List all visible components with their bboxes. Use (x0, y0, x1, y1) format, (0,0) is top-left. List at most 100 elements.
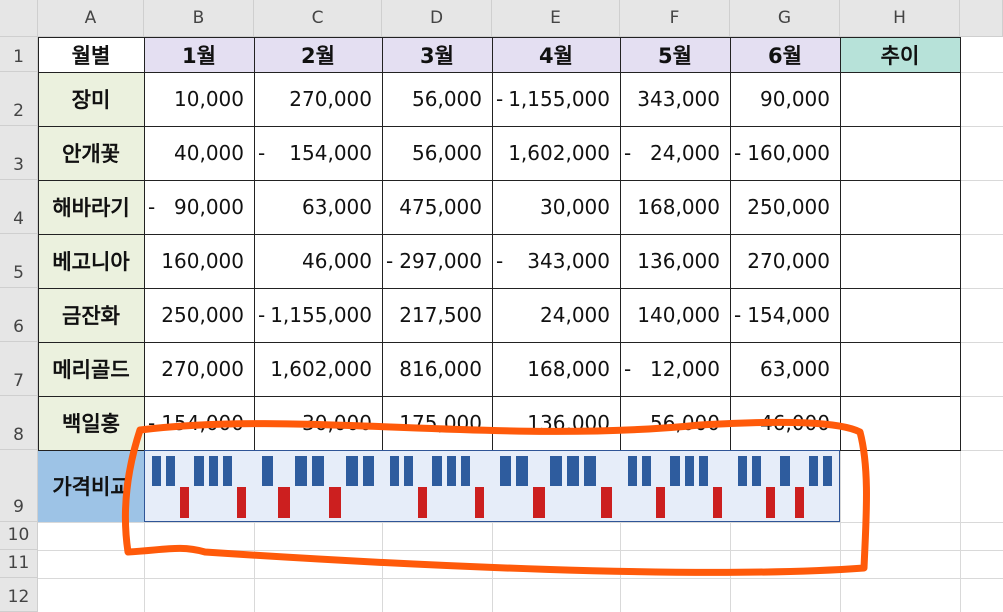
price-cell[interactable]: 250,000 (144, 288, 254, 342)
price-cell[interactable]: 270,000 (254, 72, 382, 126)
row-header-8[interactable]: 8 (0, 396, 38, 450)
price-cell[interactable]: 40,000 (144, 126, 254, 180)
trend-header-cell[interactable]: 추이 (840, 37, 960, 72)
price-cell[interactable]: 140,000 (620, 288, 730, 342)
flower-name-cell[interactable]: 베고니아 (38, 234, 144, 288)
empty-cell[interactable] (840, 450, 960, 522)
price-cell[interactable]: 270,000 (144, 342, 254, 396)
price-cell[interactable]: -154,000 (144, 396, 254, 450)
price-cell[interactable]: 475,000 (382, 180, 492, 234)
negative-sign: - (734, 141, 742, 165)
trend-cell[interactable] (840, 72, 960, 126)
row-header-4[interactable]: 4 (0, 180, 38, 234)
price-cell[interactable]: 160,000 (144, 234, 254, 288)
price-cell[interactable]: 63,000 (730, 342, 840, 396)
row-header-12[interactable]: 12 (0, 578, 38, 612)
row-header-7[interactable]: 7 (0, 342, 38, 396)
column-header-D[interactable]: D (382, 0, 492, 37)
price-value: 270,000 (161, 357, 244, 381)
price-cell[interactable]: -24,000 (620, 126, 730, 180)
row-header-1[interactable]: 1 (0, 37, 38, 72)
price-cell[interactable]: 270,000 (730, 234, 840, 288)
trend-cell[interactable] (840, 396, 960, 450)
price-cell[interactable]: 56,000 (620, 396, 730, 450)
gridline (38, 522, 1003, 523)
trend-cell[interactable] (840, 180, 960, 234)
price-value: 175,000 (399, 411, 482, 435)
price-cell[interactable]: 46,000 (730, 396, 840, 450)
sparkline-group-selection[interactable] (144, 450, 840, 522)
row-header-10[interactable]: 10 (0, 522, 38, 550)
price-cell[interactable]: 136,000 (620, 234, 730, 288)
month-header-cell[interactable]: 1월 (144, 37, 254, 72)
price-cell[interactable]: 30,000 (492, 180, 620, 234)
month-header-cell[interactable]: 6월 (730, 37, 840, 72)
price-cell[interactable]: -297,000 (382, 234, 492, 288)
column-header-G[interactable]: G (730, 0, 840, 37)
price-cell[interactable]: 168,000 (492, 342, 620, 396)
month-header-cell[interactable]: 5월 (620, 37, 730, 72)
cell-A1-header[interactable]: 월별 (38, 37, 144, 72)
column-header-F[interactable]: F (620, 0, 730, 37)
trend-cell[interactable] (840, 288, 960, 342)
flower-name-cell[interactable]: 메리골드 (38, 342, 144, 396)
flower-name-cell[interactable]: 해바라기 (38, 180, 144, 234)
flower-name-cell[interactable]: 장미 (38, 72, 144, 126)
compare-label-cell[interactable]: 가격비교 (38, 450, 144, 522)
price-value: 24,000 (650, 141, 720, 165)
month-header-cell[interactable]: 2월 (254, 37, 382, 72)
price-cell[interactable]: -154,000 (730, 288, 840, 342)
column-header-B[interactable]: B (144, 0, 254, 37)
price-cell[interactable]: -90,000 (144, 180, 254, 234)
price-cell[interactable]: -1,155,000 (254, 288, 382, 342)
column-header-A[interactable]: A (38, 0, 144, 37)
row-header-9[interactable]: 9 (0, 450, 38, 522)
flower-name-cell[interactable]: 백일홍 (38, 396, 144, 450)
price-cell[interactable]: 1,602,000 (254, 342, 382, 396)
price-cell[interactable]: 30,000 (254, 396, 382, 450)
price-cell[interactable]: 816,000 (382, 342, 492, 396)
price-value: 168,000 (527, 357, 610, 381)
price-cell[interactable]: 343,000 (620, 72, 730, 126)
select-all-corner[interactable] (0, 0, 38, 37)
month-header-cell[interactable]: 4월 (492, 37, 620, 72)
price-cell[interactable]: 56,000 (382, 126, 492, 180)
price-cell[interactable]: 46,000 (254, 234, 382, 288)
price-cell[interactable]: 56,000 (382, 72, 492, 126)
row-header-6[interactable]: 6 (0, 288, 38, 342)
flower-name-cell[interactable]: 금잔화 (38, 288, 144, 342)
price-value: 250,000 (747, 195, 830, 219)
row-header-11[interactable]: 11 (0, 550, 38, 578)
price-cell[interactable]: 136,000 (492, 396, 620, 450)
table-border (38, 342, 961, 343)
column-header-H[interactable]: H (840, 0, 960, 37)
column-header-I[interactable] (960, 0, 1003, 37)
column-header-E[interactable]: E (492, 0, 620, 37)
row-header-2[interactable]: 2 (0, 72, 38, 126)
month-header-cell[interactable]: 3월 (382, 37, 492, 72)
trend-cell[interactable] (840, 342, 960, 396)
price-cell[interactable]: 168,000 (620, 180, 730, 234)
price-cell[interactable]: -1,155,000 (492, 72, 620, 126)
price-cell[interactable]: 24,000 (492, 288, 620, 342)
price-cell[interactable]: 1,602,000 (492, 126, 620, 180)
price-cell[interactable]: 63,000 (254, 180, 382, 234)
price-value: 343,000 (527, 249, 610, 273)
price-cell[interactable]: 90,000 (730, 72, 840, 126)
price-cell[interactable]: -160,000 (730, 126, 840, 180)
table-border (38, 126, 961, 127)
price-cell[interactable]: -12,000 (620, 342, 730, 396)
row-header-5[interactable]: 5 (0, 234, 38, 288)
price-cell[interactable]: -154,000 (254, 126, 382, 180)
price-cell[interactable]: 250,000 (730, 180, 840, 234)
price-cell[interactable]: -343,000 (492, 234, 620, 288)
table-border (144, 37, 145, 450)
row-header-3[interactable]: 3 (0, 126, 38, 180)
price-cell[interactable]: 175,000 (382, 396, 492, 450)
trend-cell[interactable] (840, 234, 960, 288)
price-cell[interactable]: 10,000 (144, 72, 254, 126)
price-cell[interactable]: 217,500 (382, 288, 492, 342)
trend-cell[interactable] (840, 126, 960, 180)
column-header-C[interactable]: C (254, 0, 382, 37)
flower-name-cell[interactable]: 안개꽃 (38, 126, 144, 180)
